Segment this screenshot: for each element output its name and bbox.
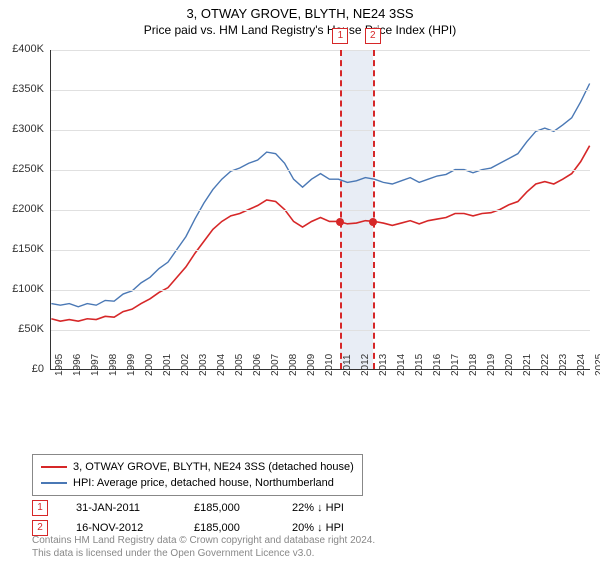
x-axis-label: 2002	[180, 354, 191, 376]
x-axis-label: 2006	[252, 354, 263, 376]
y-axis-label: £0	[0, 363, 44, 375]
x-axis-label: 2020	[504, 354, 515, 376]
sale-price: £185,000	[194, 502, 264, 514]
y-axis-label: £400K	[0, 43, 44, 55]
gridline	[51, 290, 590, 291]
x-axis-label: 2009	[306, 354, 317, 376]
x-axis-label: 2000	[144, 354, 155, 376]
gridline	[51, 250, 590, 251]
x-axis-label: 1995	[54, 354, 65, 376]
x-axis-label: 2004	[216, 354, 227, 376]
gridline	[51, 90, 590, 91]
x-axis-label: 1996	[72, 354, 83, 376]
event-line	[373, 50, 375, 369]
x-axis-label: 2017	[450, 354, 461, 376]
x-axis-label: 2007	[270, 354, 281, 376]
series-hpi	[51, 83, 589, 306]
x-axis-label: 2015	[414, 354, 425, 376]
event-line	[340, 50, 342, 369]
y-axis-label: £50K	[0, 323, 44, 335]
sale-date: 31-JAN-2011	[76, 502, 166, 514]
sale-date: 16-NOV-2012	[76, 522, 166, 534]
x-axis-label: 2005	[234, 354, 245, 376]
sale-diff: 20% ↓ HPI	[292, 522, 382, 534]
chart-container: 3, OTWAY GROVE, BLYTH, NE24 3SS Price pa…	[0, 6, 600, 566]
footer-line: This data is licensed under the Open Gov…	[32, 547, 375, 560]
x-axis-label: 2012	[360, 354, 371, 376]
series-property	[51, 146, 589, 321]
legend-item: HPI: Average price, detached house, Nort…	[41, 475, 354, 491]
chart-area: 12 £0£50K£100K£150K£200K£250K£300K£350K£…	[0, 50, 600, 410]
legend-label: HPI: Average price, detached house, Nort…	[73, 477, 334, 489]
x-axis-label: 2018	[468, 354, 479, 376]
x-axis-label: 2010	[324, 354, 335, 376]
x-axis-label: 2016	[432, 354, 443, 376]
sale-row: 1 31-JAN-2011 £185,000 22% ↓ HPI	[32, 500, 382, 516]
legend-swatch	[41, 466, 67, 468]
footer-line: Contains HM Land Registry data © Crown c…	[32, 534, 375, 547]
y-axis-label: £300K	[0, 123, 44, 135]
x-axis-label: 2001	[162, 354, 173, 376]
x-axis-label: 2019	[486, 354, 497, 376]
event-marker: 2	[365, 28, 381, 44]
y-axis-label: £200K	[0, 203, 44, 215]
legend-label: 3, OTWAY GROVE, BLYTH, NE24 3SS (detache…	[73, 461, 354, 473]
gridline	[51, 50, 590, 51]
legend-swatch	[41, 482, 67, 484]
gridline	[51, 210, 590, 211]
plot-area: 12	[50, 50, 590, 370]
gridline	[51, 170, 590, 171]
sale-marker: 1	[32, 500, 48, 516]
x-axis-label: 2013	[378, 354, 389, 376]
gridline	[51, 330, 590, 331]
legend-box: 3, OTWAY GROVE, BLYTH, NE24 3SS (detache…	[32, 454, 363, 496]
x-axis-label: 2008	[288, 354, 299, 376]
page-subtitle: Price paid vs. HM Land Registry's House …	[0, 23, 600, 37]
legend-item: 3, OTWAY GROVE, BLYTH, NE24 3SS (detache…	[41, 459, 354, 475]
x-axis-label: 2023	[558, 354, 569, 376]
x-axis-label: 2025	[594, 354, 600, 376]
x-axis-label: 1997	[90, 354, 101, 376]
y-axis-label: £150K	[0, 243, 44, 255]
x-axis-label: 2021	[522, 354, 533, 376]
y-axis-label: £100K	[0, 283, 44, 295]
x-axis-label: 2024	[576, 354, 587, 376]
gridline	[51, 130, 590, 131]
x-axis-label: 1999	[126, 354, 137, 376]
page-title: 3, OTWAY GROVE, BLYTH, NE24 3SS	[0, 6, 600, 21]
sale-diff: 22% ↓ HPI	[292, 502, 382, 514]
x-axis-label: 2011	[342, 354, 353, 376]
y-axis-label: £350K	[0, 83, 44, 95]
x-axis-label: 1998	[108, 354, 119, 376]
y-axis-label: £250K	[0, 163, 44, 175]
x-axis-label: 2014	[396, 354, 407, 376]
sale-price: £185,000	[194, 522, 264, 534]
event-dot	[369, 218, 377, 226]
x-axis-label: 2003	[198, 354, 209, 376]
footer-attribution: Contains HM Land Registry data © Crown c…	[32, 534, 375, 560]
x-axis-label: 2022	[540, 354, 551, 376]
event-marker: 1	[332, 28, 348, 44]
